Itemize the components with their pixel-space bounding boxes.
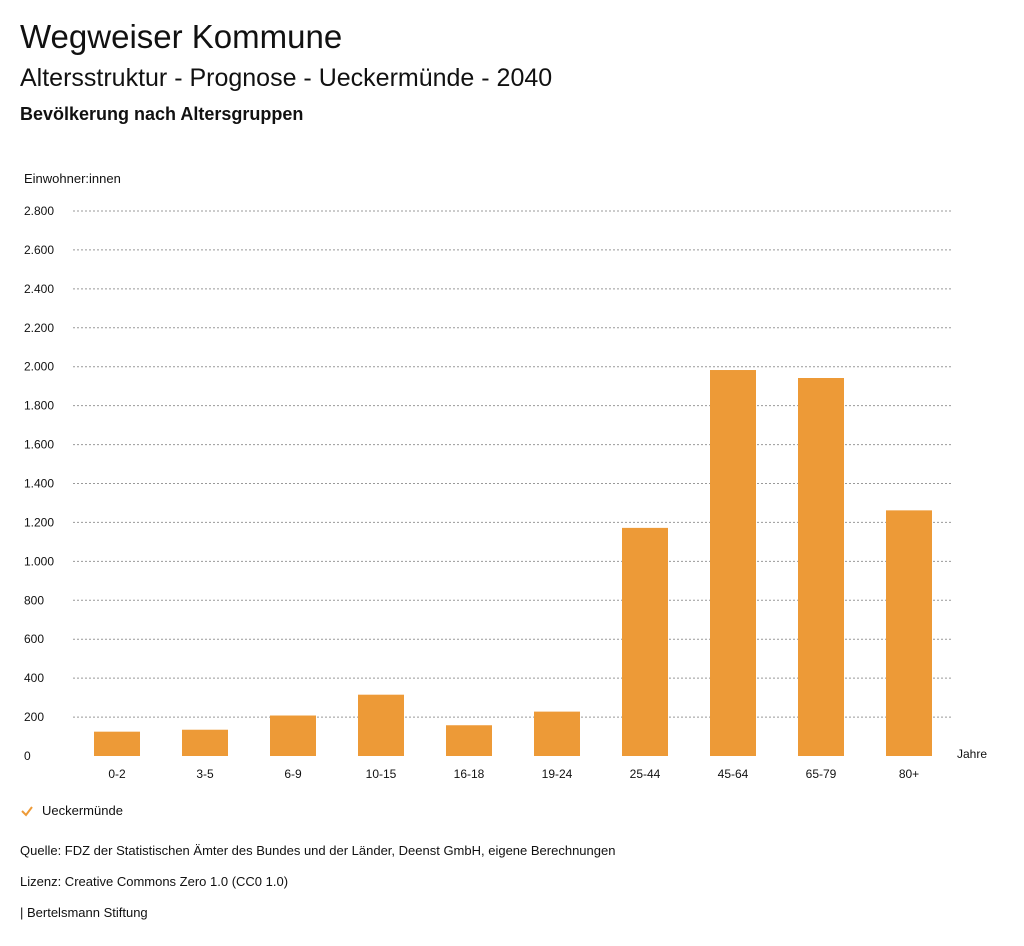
legend-item-ueckermuende[interactable]: Ueckermünde bbox=[20, 803, 123, 818]
bar-19-24[interactable] bbox=[534, 711, 580, 756]
x-tick-label: 25-44 bbox=[630, 767, 661, 781]
x-axis-label: Jahre bbox=[957, 747, 987, 761]
x-tick-label: 10-15 bbox=[366, 767, 397, 781]
page-title: Wegweiser Kommune bbox=[20, 18, 343, 55]
check-icon bbox=[21, 805, 33, 817]
chart-subsubtitle: Bevölkerung nach Altersgruppen bbox=[20, 104, 304, 124]
x-tick-label: 3-5 bbox=[196, 767, 214, 781]
y-tick-label: 2.400 bbox=[24, 282, 54, 296]
y-tick-label: 2.200 bbox=[24, 321, 54, 335]
y-tick-label: 2.600 bbox=[24, 243, 54, 257]
bar-80+[interactable] bbox=[886, 510, 932, 756]
legend-label: Ueckermünde bbox=[42, 803, 123, 818]
y-axis-label: Einwohner:innen bbox=[24, 171, 121, 186]
y-tick-label: 400 bbox=[24, 671, 44, 685]
source-note: Quelle: FDZ der Statistischen Ämter des … bbox=[20, 843, 616, 858]
bar-chart: 0 200 400 600 800 1.000 1.200 1.400 1.600 1.800 2.… bbox=[24, 204, 987, 781]
y-tick-label: 800 bbox=[24, 593, 44, 607]
x-tick-label: 65-79 bbox=[806, 767, 837, 781]
y-tick-label: 200 bbox=[24, 710, 44, 724]
license-note: Lizenz: Creative Commons Zero 1.0 (CC0 1… bbox=[20, 874, 289, 889]
bar-10-15[interactable] bbox=[358, 694, 404, 756]
y-tick-label: 1.200 bbox=[24, 515, 54, 529]
y-tick-label: 1.000 bbox=[24, 554, 54, 568]
y-tick-label: 1.600 bbox=[24, 438, 54, 452]
chart-subtitle: Altersstruktur - Prognose - Ueckermünde … bbox=[20, 64, 553, 92]
bar-25-44[interactable] bbox=[622, 527, 668, 756]
bar-6-9[interactable] bbox=[270, 715, 316, 756]
y-tick-label: 2.000 bbox=[24, 360, 54, 374]
bar-0-2[interactable] bbox=[94, 731, 140, 756]
y-tick-label: 1.400 bbox=[24, 477, 54, 491]
x-tick-label: 0-2 bbox=[108, 767, 126, 781]
x-tick-label: 45-64 bbox=[718, 767, 749, 781]
organization-note: | Bertelsmann Stiftung bbox=[20, 905, 148, 920]
bar-3-5[interactable] bbox=[182, 729, 228, 756]
bar-45-64[interactable] bbox=[710, 370, 756, 756]
y-tick-label: 0 bbox=[24, 749, 31, 763]
x-tick-label: 80+ bbox=[899, 767, 919, 781]
x-tick-label: 16-18 bbox=[454, 767, 485, 781]
x-tick-label: 6-9 bbox=[284, 767, 302, 781]
x-tick-label: 19-24 bbox=[542, 767, 573, 781]
y-tick-label: 1.800 bbox=[24, 399, 54, 413]
y-tick-label: 2.800 bbox=[24, 204, 54, 218]
y-tick-label: 600 bbox=[24, 632, 44, 646]
bar-16-18[interactable] bbox=[446, 725, 492, 756]
bar-65-79[interactable] bbox=[798, 378, 844, 756]
